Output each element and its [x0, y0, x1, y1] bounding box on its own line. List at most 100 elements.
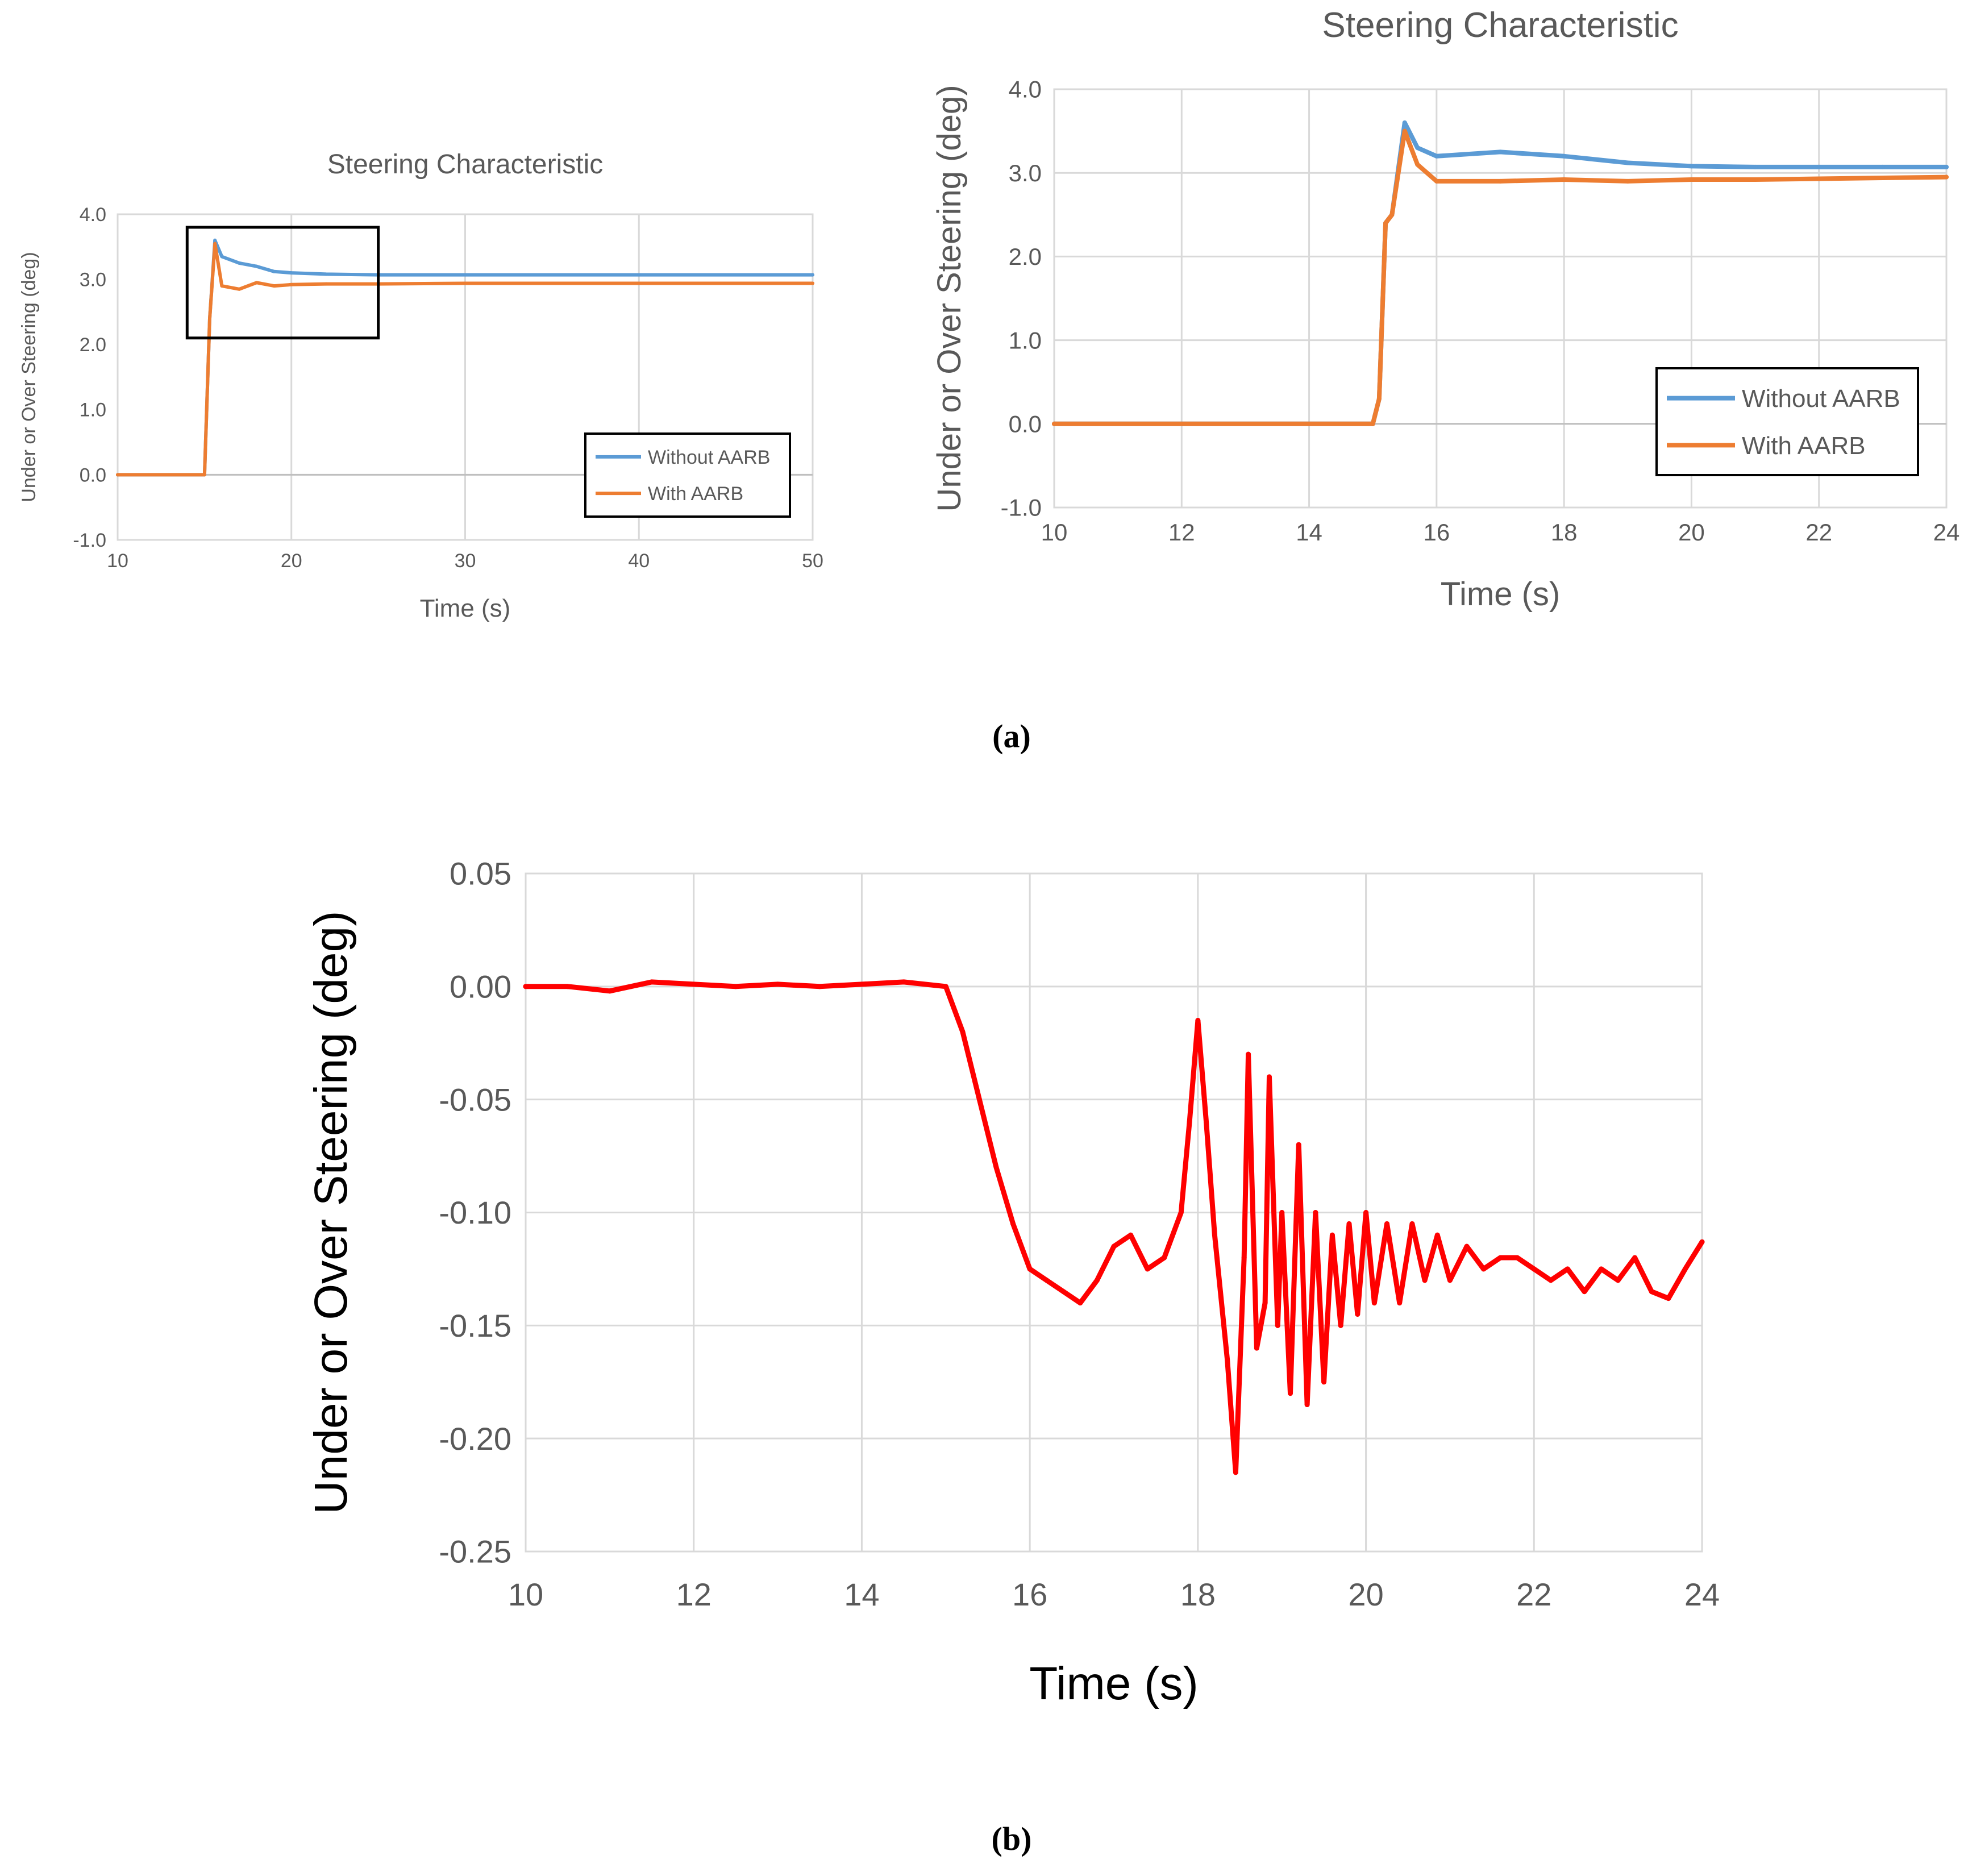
data-point — [1565, 1266, 1570, 1272]
x-tick-label: 14 — [1296, 519, 1322, 546]
y-tick-label: 0.0 — [1009, 411, 1042, 438]
x-tick-label: 16 — [1012, 1576, 1047, 1612]
data-point — [1498, 149, 1503, 155]
data-point — [1402, 128, 1407, 134]
data-point — [1548, 1278, 1554, 1283]
data-point — [1699, 1239, 1705, 1245]
data-point — [272, 284, 276, 288]
x-tick-label: 20 — [1348, 1576, 1383, 1612]
data-point — [733, 984, 739, 989]
data-point — [116, 473, 119, 477]
x-tick-label: 10 — [1041, 519, 1068, 546]
x-tick-label: 24 — [1933, 519, 1960, 546]
data-point — [1415, 145, 1420, 151]
data-point — [1632, 1255, 1638, 1261]
data-point — [1254, 1345, 1259, 1351]
y-tick-label: -0.10 — [439, 1195, 511, 1230]
y-tick-label: 0.0 — [80, 464, 106, 486]
data-point — [960, 1029, 966, 1034]
data-point — [1279, 1210, 1285, 1215]
data-point — [1195, 1017, 1201, 1023]
data-point — [859, 981, 864, 987]
data-point — [637, 281, 641, 285]
data-point — [1288, 1391, 1293, 1396]
data-point — [208, 317, 212, 321]
chart-a-right: 10 12 14 16 18 20 22 24 -1.0 0.0 1.0 2.0 3.0 4.0 Time … — [931, 6, 1959, 613]
data-point — [1666, 1296, 1671, 1301]
data-point — [1615, 1278, 1621, 1283]
chart-a-left: 10 20 30 40 50 -1.0 0.0 1.0 2.0 3.0 4.0 Time (s) Und… — [18, 149, 823, 622]
data-point — [1267, 1074, 1272, 1080]
data-point — [1816, 176, 1821, 181]
data-point — [1321, 1379, 1327, 1385]
data-point — [1027, 1266, 1033, 1272]
y-axis-title: Under or Over Steering (deg) — [931, 85, 968, 511]
data-point — [637, 273, 641, 277]
data-point — [272, 269, 276, 273]
y-tick-label: -1.0 — [1001, 494, 1042, 521]
data-point — [565, 984, 571, 989]
data-point — [238, 287, 242, 291]
legend-label: Without AARB — [1742, 385, 1900, 413]
data-point — [255, 281, 259, 285]
data-point — [817, 984, 822, 989]
data-point — [1625, 160, 1630, 165]
data-point — [1816, 164, 1821, 169]
data-point — [1376, 396, 1382, 401]
data-point — [220, 284, 224, 288]
data-point — [1434, 153, 1439, 159]
data-point — [1052, 421, 1056, 426]
y-tick-label: 2.0 — [80, 334, 106, 356]
data-point — [1262, 1300, 1268, 1306]
data-point — [811, 273, 814, 277]
y-axis-title: Under or Over Steering (deg) — [18, 252, 40, 502]
data-point — [993, 1164, 999, 1170]
data-point — [1304, 1402, 1310, 1408]
legend-label: With AARB — [648, 483, 743, 505]
data-point — [1363, 1210, 1369, 1215]
data-point — [1346, 1221, 1352, 1226]
data-point — [1682, 1266, 1688, 1272]
data-point — [1111, 1243, 1117, 1249]
data-point — [1562, 153, 1567, 159]
series-line-difference — [523, 979, 1705, 1475]
data-point — [1296, 1142, 1301, 1147]
data-point — [607, 988, 613, 994]
data-point — [1531, 1266, 1537, 1272]
legend-label: Without AARB — [648, 447, 770, 468]
x-tick-label: 24 — [1684, 1576, 1720, 1612]
data-point — [1389, 212, 1395, 217]
data-point — [1044, 1278, 1050, 1283]
data-point — [213, 242, 217, 246]
data-point — [1204, 1119, 1209, 1125]
data-point — [1434, 178, 1439, 184]
data-point — [1162, 1255, 1167, 1261]
data-point — [649, 979, 655, 985]
legend-box — [584, 432, 791, 518]
y-tick-label: 0.00 — [450, 968, 511, 1004]
x-tick-label: 10 — [508, 1576, 543, 1612]
data-point — [1562, 177, 1567, 182]
data-point — [1397, 1300, 1403, 1306]
data-point — [1145, 1266, 1150, 1272]
data-point — [1241, 1255, 1247, 1261]
data-point — [1689, 177, 1694, 182]
data-point — [775, 981, 781, 987]
data-point — [202, 473, 206, 477]
y-tick-label: -1.0 — [73, 530, 106, 551]
data-point — [289, 271, 293, 275]
x-tick-label: 50 — [802, 550, 823, 572]
zoom-box — [185, 226, 380, 340]
data-point — [324, 282, 328, 286]
legend-label: With AARB — [1742, 432, 1866, 460]
x-tick-label: 12 — [1168, 519, 1195, 546]
y-tick-label: 1.0 — [80, 400, 106, 421]
y-tick-label: -0.05 — [439, 1081, 511, 1117]
series-line-with-aarb — [116, 242, 814, 477]
data-point — [1384, 1221, 1390, 1226]
x-tick-label: 18 — [1551, 519, 1578, 546]
legend-box — [1655, 367, 1919, 476]
data-point — [1649, 1289, 1654, 1295]
data-point — [255, 264, 259, 268]
